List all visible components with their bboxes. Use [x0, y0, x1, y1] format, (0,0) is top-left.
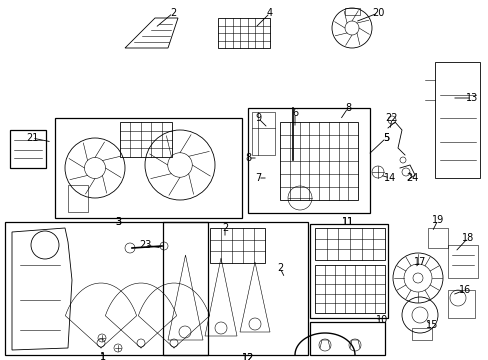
Bar	[447, 245, 477, 278]
Text: 3: 3	[115, 217, 121, 227]
Bar	[5, 222, 207, 355]
Text: 18: 18	[461, 233, 473, 243]
Text: 8: 8	[244, 153, 250, 163]
Bar	[280, 122, 357, 200]
Text: 20: 20	[371, 8, 384, 18]
Bar	[247, 108, 369, 213]
Bar	[218, 18, 269, 48]
Bar	[309, 322, 384, 355]
Bar	[209, 228, 264, 263]
Text: 2: 2	[169, 8, 176, 18]
Text: 8: 8	[344, 103, 350, 113]
Text: 2: 2	[222, 223, 228, 233]
Bar	[345, 8, 359, 15]
Text: 22: 22	[385, 113, 397, 123]
Bar	[314, 265, 384, 313]
Text: 7: 7	[254, 173, 261, 183]
Text: 1: 1	[100, 352, 106, 360]
Text: 13: 13	[465, 93, 477, 103]
Bar	[309, 224, 387, 318]
Bar	[427, 228, 447, 248]
Text: 11: 11	[341, 217, 353, 227]
Text: 2: 2	[276, 263, 283, 273]
Bar	[314, 228, 384, 260]
Text: 9: 9	[254, 113, 261, 123]
Text: 10: 10	[375, 315, 387, 325]
Text: 16: 16	[458, 285, 470, 295]
Text: 24: 24	[405, 173, 417, 183]
Text: 14: 14	[383, 173, 395, 183]
Text: 23: 23	[139, 240, 151, 250]
Text: 6: 6	[291, 108, 298, 118]
Bar	[251, 112, 274, 155]
Text: 4: 4	[266, 8, 272, 18]
Text: 21: 21	[26, 133, 38, 143]
Text: 1: 1	[100, 353, 106, 360]
Text: 12: 12	[242, 353, 254, 360]
Text: 19: 19	[431, 215, 443, 225]
Bar	[411, 328, 431, 340]
Text: 17: 17	[413, 257, 426, 267]
Text: 12: 12	[242, 353, 254, 360]
Text: 5: 5	[382, 133, 388, 143]
Bar	[10, 130, 46, 168]
Text: 3: 3	[115, 217, 121, 227]
Bar	[68, 185, 88, 212]
Text: 15: 15	[425, 320, 437, 330]
Text: 5: 5	[382, 133, 388, 143]
Bar	[447, 290, 474, 318]
Bar	[55, 118, 242, 218]
Bar	[163, 222, 307, 355]
Bar	[120, 122, 172, 157]
Text: 11: 11	[341, 217, 353, 227]
